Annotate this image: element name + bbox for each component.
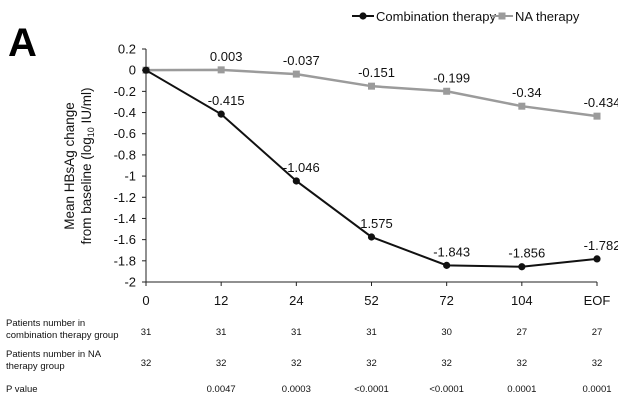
data-point xyxy=(217,66,225,74)
data-point xyxy=(593,255,601,263)
series-combination: -0.415 -1.046 1.575 -1.843 -1.856 -1.782 xyxy=(142,66,618,271)
y-tick-label: -1.8 xyxy=(114,253,136,268)
table-cell: 32 xyxy=(517,358,528,369)
data-label: -0.434 xyxy=(584,95,618,110)
series-na: 0.003 -0.037 -0.151 -0.199 -0.34 -0.434 xyxy=(142,49,618,120)
y-tick-label: 0.2 xyxy=(118,42,136,57)
data-label: -1.046 xyxy=(283,160,320,175)
table-cell: 32 xyxy=(291,358,302,369)
data-point xyxy=(593,112,601,120)
x-tick-label: 24 xyxy=(289,293,303,308)
table-cell: 32 xyxy=(216,358,227,369)
data-label: -1.856 xyxy=(508,246,545,261)
data-point xyxy=(217,110,225,118)
data-label: 1.575 xyxy=(360,216,393,231)
table-cell: 0.0047 xyxy=(207,384,236,395)
table-cell: 32 xyxy=(366,358,377,369)
data-point xyxy=(368,82,375,90)
table-row: P value 0.0047 0.0003 <0.0001 <0.0001 0.0001 0… xyxy=(6,384,612,395)
data-label: -0.151 xyxy=(358,65,395,80)
row-label: Patients number in xyxy=(6,318,85,329)
y-tick-label: -1.2 xyxy=(114,190,136,205)
y-axis-title-line2: from baseline (log10 IU/ml) xyxy=(79,87,96,244)
data-label: -0.34 xyxy=(512,85,542,100)
data-point xyxy=(443,261,451,269)
y-tick-label: -2 xyxy=(124,275,136,290)
table-cell: 27 xyxy=(517,327,528,338)
y-tick-label: -0.8 xyxy=(114,147,136,162)
data-point xyxy=(292,70,300,78)
y-tick-label: -1.6 xyxy=(114,232,136,247)
table-cell: 32 xyxy=(141,358,152,369)
x-tick-label: 104 xyxy=(511,293,533,308)
y-axis-title-line2-pre: from baseline (log xyxy=(79,137,94,244)
legend-marker xyxy=(498,12,506,20)
y-tick-label: -0.2 xyxy=(114,84,136,99)
legend-label: NA therapy xyxy=(515,9,580,24)
row-label: Patients number in NA xyxy=(6,349,102,360)
y-tick-label: 0 xyxy=(129,63,136,78)
data-point xyxy=(443,87,451,95)
data-label: -0.415 xyxy=(208,93,245,108)
table-cell: 31 xyxy=(291,327,302,338)
row-label-line2: combination therapy group xyxy=(6,330,119,341)
x-tick-label: EOF xyxy=(584,293,611,308)
y-tick-label: -0.6 xyxy=(114,126,136,141)
y-tick-label: -0.4 xyxy=(114,105,136,120)
x-tick-label: 12 xyxy=(214,293,228,308)
data-point xyxy=(142,66,150,74)
legend-label: Combination therapy xyxy=(376,9,496,24)
legend-marker xyxy=(359,12,367,20)
data-label: -0.037 xyxy=(283,53,320,68)
x-tick-label: 52 xyxy=(364,293,378,308)
table-cell: <0.0001 xyxy=(354,384,389,395)
row-label: P value xyxy=(6,384,38,395)
data-label: 0.003 xyxy=(210,49,243,64)
table-cell: 0.0001 xyxy=(582,384,611,395)
table-cell: <0.0001 xyxy=(429,384,464,395)
data-label: -1.843 xyxy=(433,244,470,259)
axes: 0.2 0 -0.2 -0.4 -0.6 -0.8 -1 -1.2 -1.4 -1.6 -1.8 -2… xyxy=(114,42,611,309)
table-cell: 27 xyxy=(592,327,603,338)
y-axis-title-line1: Mean HBsAg change xyxy=(62,102,77,230)
y-tick-label: -1.4 xyxy=(114,211,136,226)
table-cell: 30 xyxy=(441,327,452,338)
table-cell: 31 xyxy=(141,327,152,338)
table-cell: 32 xyxy=(441,358,452,369)
data-point xyxy=(518,102,526,110)
data-label: -0.199 xyxy=(433,70,470,85)
table-cell: 31 xyxy=(366,327,377,338)
y-axis-title-line2-post: IU/ml) xyxy=(79,87,94,127)
data-point xyxy=(518,263,526,271)
table-cell: 0.0001 xyxy=(507,384,536,395)
x-tick-label: 0 xyxy=(142,293,149,308)
data-point xyxy=(367,233,376,241)
table-cell: 31 xyxy=(216,327,227,338)
table-cell: 32 xyxy=(592,358,603,369)
legend: Combination therapy NA therapy xyxy=(352,9,580,24)
y-axis-title-subscript: 10 xyxy=(86,127,96,137)
row-label-line2: therapy group xyxy=(6,361,65,372)
data-point xyxy=(292,177,300,185)
table-cell: 0.0003 xyxy=(282,384,311,395)
series-group: 0.003 -0.037-0.151 -0.199-0.34-0.434-0.415… xyxy=(142,49,618,271)
panel-label: A xyxy=(8,21,37,65)
y-tick-label: -1 xyxy=(124,169,136,184)
x-tick-label: 72 xyxy=(439,293,453,308)
data-label: -1.782 xyxy=(584,238,618,253)
y-axis-title: Mean HBsAg change from baseline (log10 I… xyxy=(62,87,96,244)
